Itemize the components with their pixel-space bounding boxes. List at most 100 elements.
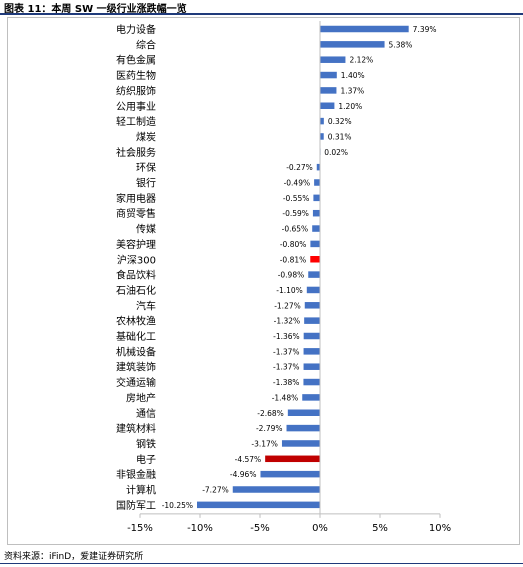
x-tick-label: -10% (187, 523, 213, 534)
bar (308, 271, 320, 278)
bar (312, 225, 320, 232)
bar (320, 87, 337, 94)
bar (320, 117, 324, 125)
value-label: -10.25% (162, 501, 193, 510)
category-label: 医药生物 (116, 69, 156, 82)
value-label: -0.80% (280, 240, 307, 249)
value-label: -3.17% (251, 439, 278, 448)
category-label: 银行 (136, 177, 156, 190)
bar (306, 286, 320, 294)
category-label: 综合 (136, 38, 156, 51)
bar (310, 256, 320, 263)
x-tick-label: -15% (127, 523, 153, 534)
bar (197, 501, 320, 509)
value-label: -0.59% (282, 209, 309, 218)
value-label: -0.65% (282, 225, 309, 234)
value-label: 0.31% (328, 132, 352, 141)
category-label: 美容护理 (116, 238, 156, 251)
x-tick-label: 0% (312, 523, 328, 534)
value-label: -2.68% (257, 409, 284, 418)
chart-frame: 电力设备 7.39% 综合 5.38% 有色金属 2.12% 医药生物 1.40% 纺织服饰 1.… (7, 17, 520, 545)
bar (320, 71, 337, 79)
value-label: 1.20% (338, 102, 362, 111)
category-label: 社会服务 (116, 146, 156, 159)
category-label: 汽车 (136, 299, 156, 312)
category-label: 传媒 (136, 224, 156, 236)
value-label: -1.38% (273, 378, 300, 387)
category-label: 国防军工 (116, 499, 156, 512)
footer-rule (0, 563, 523, 564)
category-label: 石油石化 (116, 284, 156, 297)
value-label: -7.27% (202, 486, 229, 495)
bar (260, 470, 320, 478)
value-label: 1.40% (341, 71, 365, 80)
bar (232, 486, 320, 493)
category-label: 公用事业 (116, 100, 156, 113)
bar (281, 440, 320, 447)
category-label: 农林牧渔 (116, 315, 156, 328)
source-note: 资料来源：iFinD，爱建证券研究所 (4, 552, 144, 562)
value-label: 5.38% (389, 40, 413, 49)
value-label: -4.96% (230, 470, 257, 479)
category-label: 煤炭 (136, 130, 156, 143)
bar (303, 348, 320, 355)
value-label: -1.36% (273, 332, 300, 341)
bar (310, 240, 320, 248)
bar (304, 317, 320, 324)
bar (302, 394, 320, 401)
value-label: -0.49% (284, 179, 311, 188)
category-label: 食品饮料 (116, 269, 156, 282)
value-label: -1.37% (273, 347, 300, 356)
category-label: 沪深300 (117, 253, 156, 266)
value-label: 0.32% (328, 117, 352, 126)
category-label: 电力设备 (116, 23, 156, 36)
category-label: 钢铁 (136, 437, 156, 450)
category-label: 建筑装饰 (116, 361, 156, 374)
value-label: 0.02% (324, 148, 348, 157)
category-label: 纺织服饰 (116, 84, 156, 97)
bar (316, 163, 320, 171)
value-label: -0.55% (283, 194, 310, 203)
x-tick-label: 10% (429, 523, 451, 534)
bar (320, 25, 409, 33)
x-tick-label: -5% (250, 523, 269, 534)
category-label: 轻工制造 (116, 115, 156, 128)
bar-chart: 电力设备 7.39% 综合 5.38% 有色金属 2.12% 医药生物 1.40% 纺织服饰 1.… (116, 21, 451, 534)
category-label: 电子 (136, 453, 156, 466)
bar (320, 41, 385, 48)
value-label: 1.37% (340, 86, 364, 95)
category-label: 非银金融 (116, 468, 156, 481)
category-label: 家用电器 (116, 192, 156, 205)
chart-title: 图表 11：本周 SW 一级行业涨跌幅一览 (4, 4, 187, 15)
bar (314, 179, 320, 186)
value-label: -0.81% (280, 255, 307, 264)
bar (303, 332, 320, 340)
value-label: -4.57% (235, 455, 262, 464)
category-label: 交通运输 (116, 376, 156, 389)
bar (320, 102, 335, 109)
value-label: -0.98% (278, 271, 305, 280)
value-label: -1.37% (273, 363, 300, 372)
x-tick-label: 5% (372, 523, 388, 534)
bar (320, 133, 324, 140)
bar (313, 194, 320, 202)
bar (320, 56, 346, 63)
category-label: 商贸零售 (116, 207, 156, 220)
value-label: 7.39% (413, 25, 437, 34)
category-label: 建筑材料 (116, 422, 156, 435)
bar (312, 209, 320, 217)
value-label: -1.32% (274, 317, 301, 326)
category-label: 机械设备 (116, 345, 156, 358)
category-label: 环保 (136, 161, 156, 174)
value-label: -2.79% (256, 424, 283, 433)
value-label: 2.12% (349, 56, 373, 65)
value-label: -1.48% (272, 393, 299, 402)
category-label: 计算机 (126, 484, 156, 497)
header-rule (0, 13, 523, 15)
value-label: -1.10% (276, 286, 303, 295)
category-label: 有色金属 (116, 54, 156, 67)
bar (287, 409, 320, 416)
value-label: -0.27% (286, 163, 313, 172)
bar (286, 424, 320, 432)
category-label: 通信 (136, 408, 156, 420)
